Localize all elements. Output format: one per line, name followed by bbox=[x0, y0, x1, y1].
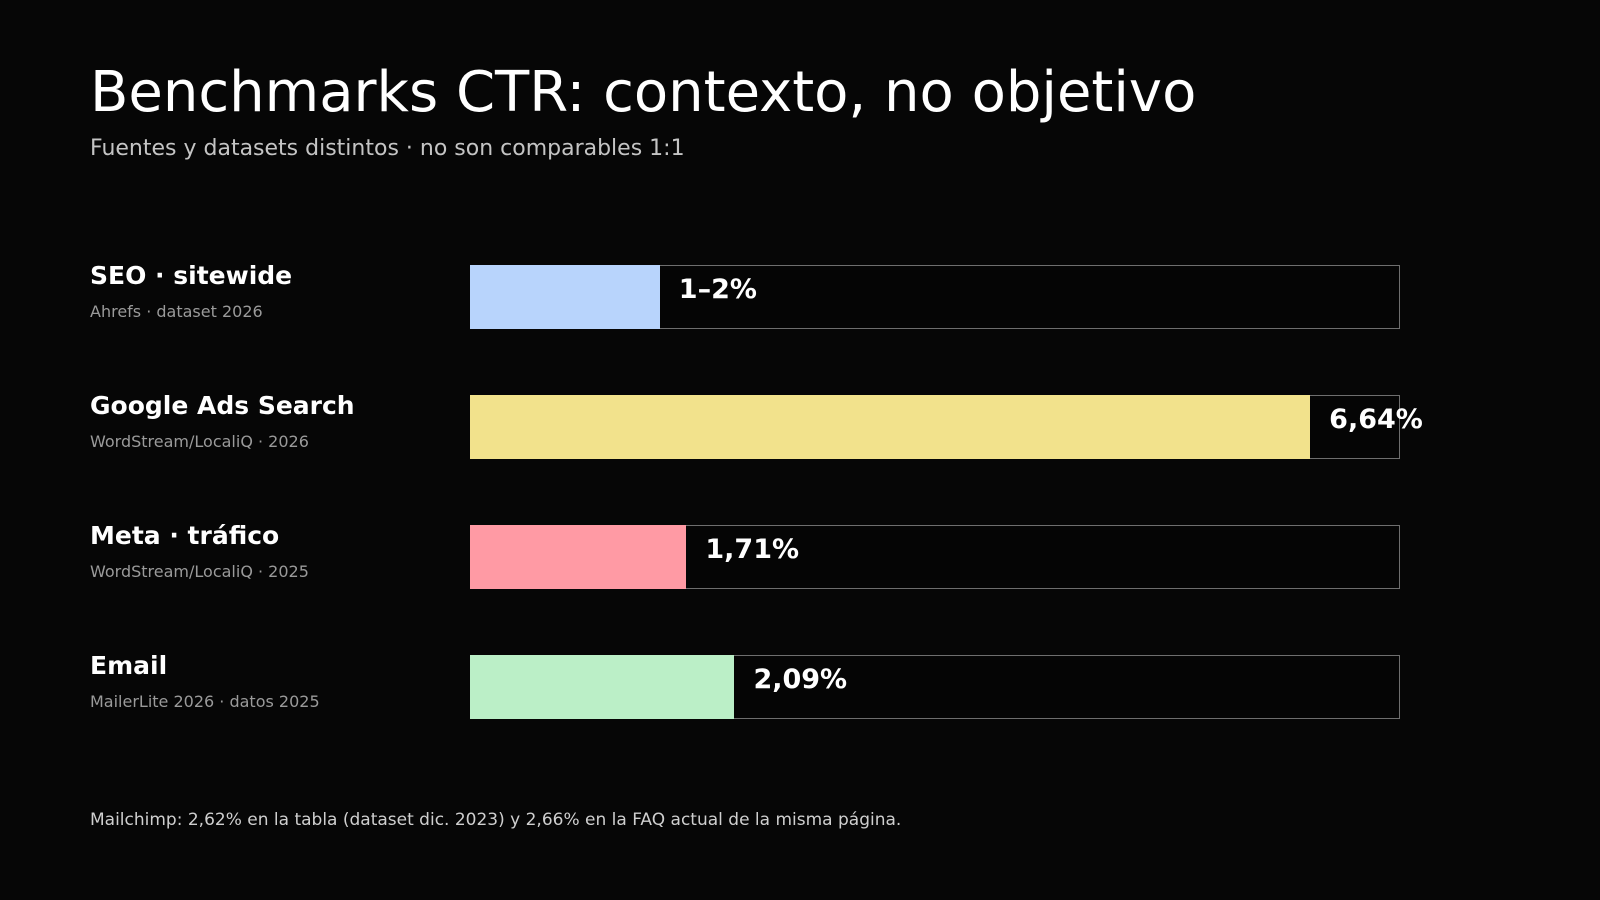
category-label: SEO · sitewide bbox=[90, 261, 293, 290]
bar-row-google-ads: Google Ads Search WordStream/LocaliQ · 2… bbox=[0, 391, 1600, 459]
footnote: Mailchimp: 2,62% en la tabla (dataset di… bbox=[90, 810, 902, 830]
value-label: 1–2% bbox=[678, 274, 757, 305]
category-label: Email bbox=[90, 651, 168, 680]
bar-row-meta: Meta · tráfico WordStream/LocaliQ · 2025… bbox=[0, 521, 1600, 589]
bar-row-email: Email MailerLite 2026 · datos 2025 2,09% bbox=[0, 651, 1600, 719]
value-label: 2,09% bbox=[753, 664, 848, 695]
category-label: Google Ads Search bbox=[90, 391, 355, 420]
bar-email bbox=[470, 655, 735, 719]
source-label: MailerLite 2026 · datos 2025 bbox=[90, 692, 320, 711]
bar-seo bbox=[470, 265, 660, 329]
source-label: WordStream/LocaliQ · 2026 bbox=[90, 432, 309, 451]
bar-google-ads bbox=[470, 395, 1311, 459]
value-label: 6,64% bbox=[1329, 404, 1423, 435]
value-label: 1,71% bbox=[705, 534, 800, 565]
source-label: WordStream/LocaliQ · 2025 bbox=[90, 562, 309, 581]
source-label: Ahrefs · dataset 2026 bbox=[90, 302, 263, 321]
chart-subtitle: Fuentes y datasets distintos · no son co… bbox=[90, 136, 685, 161]
chart-title: Benchmarks CTR: contexto, no objetivo bbox=[90, 60, 1197, 125]
bar-row-seo: SEO · sitewide Ahrefs · dataset 2026 1–2… bbox=[0, 261, 1600, 329]
category-label: Meta · tráfico bbox=[90, 521, 280, 550]
bar-meta bbox=[470, 525, 687, 589]
